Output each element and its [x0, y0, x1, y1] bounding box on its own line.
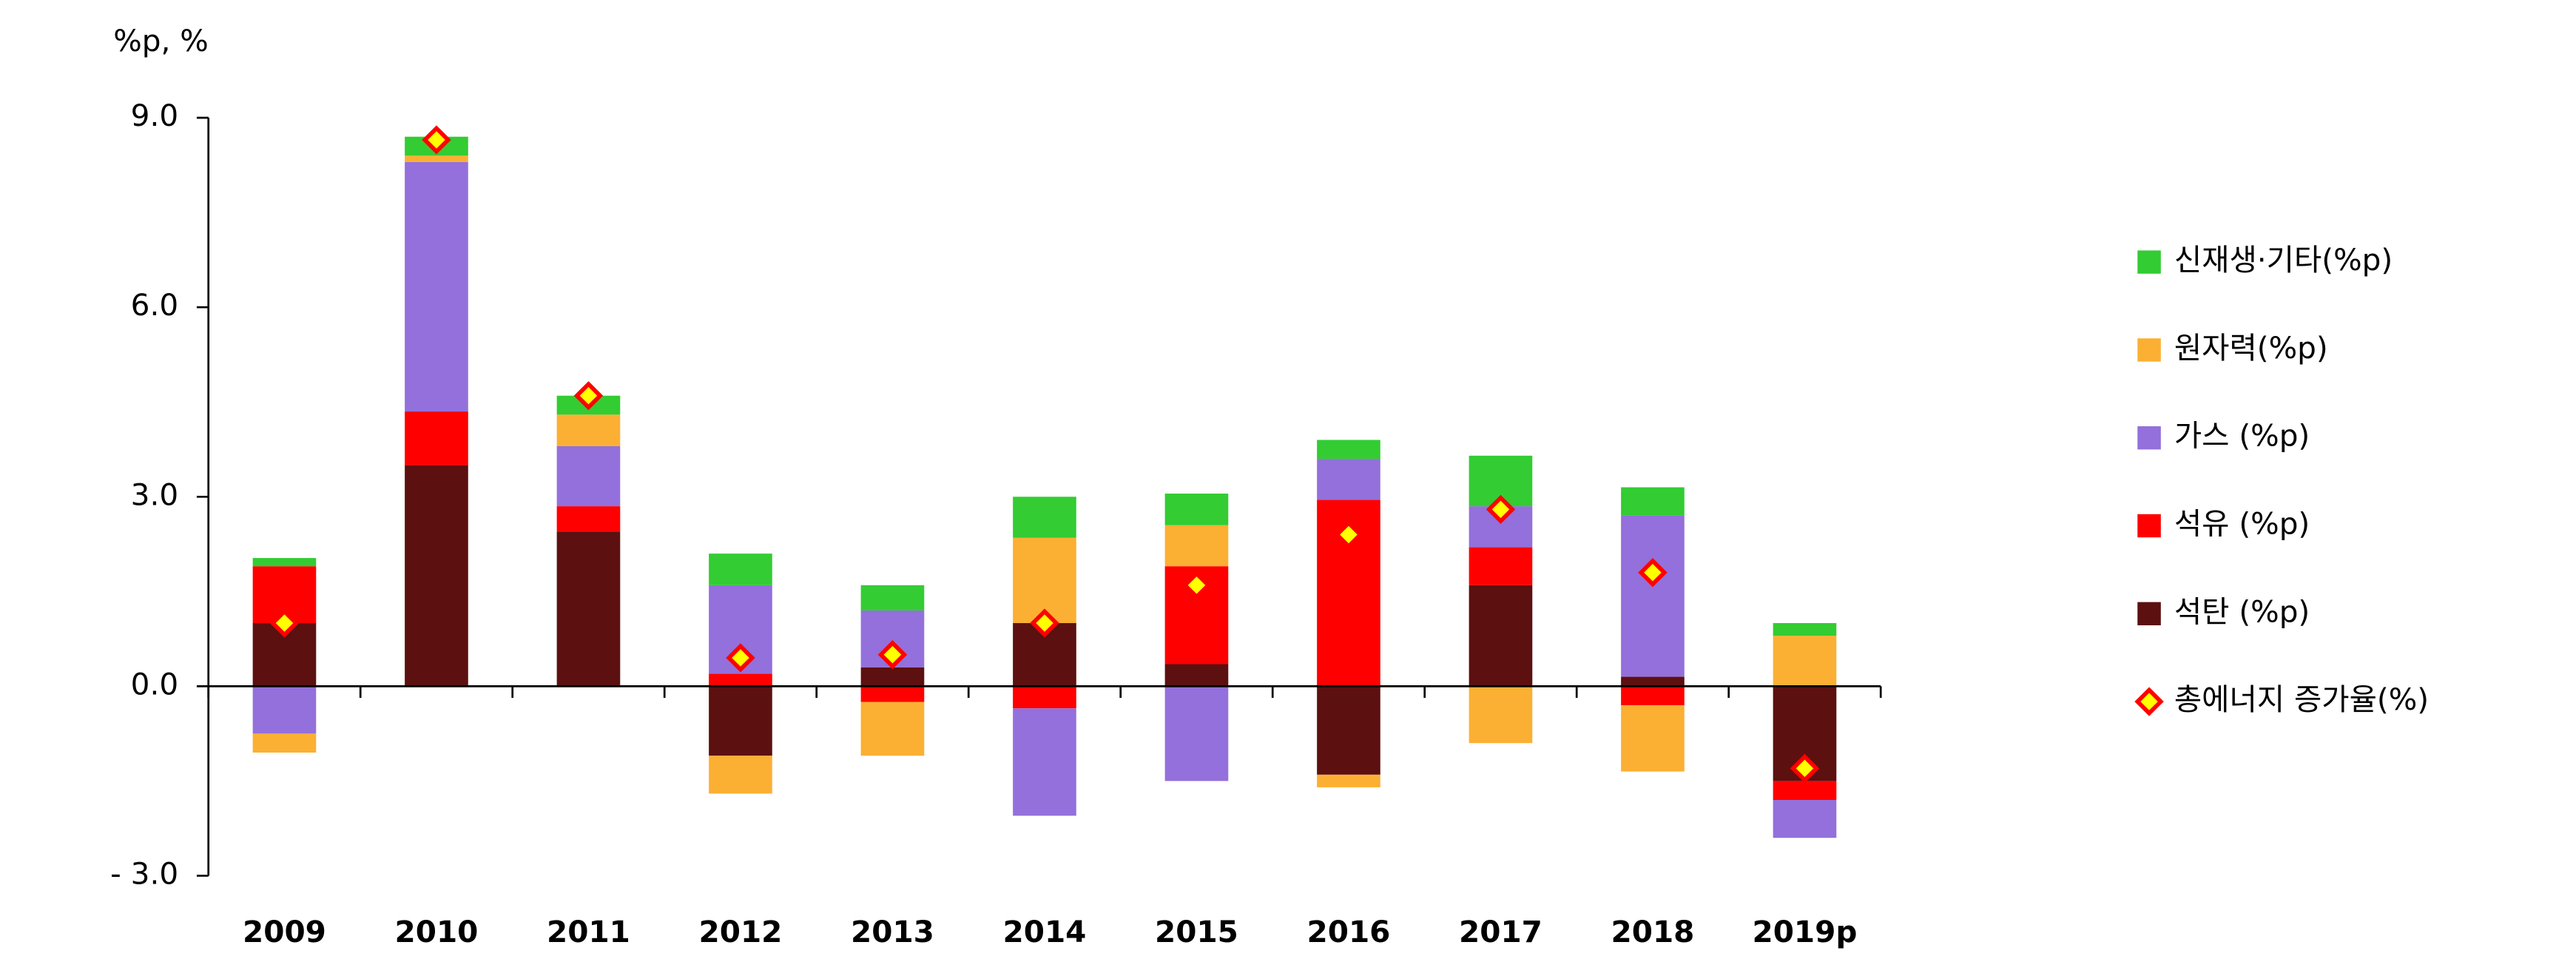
bar-segment: [1621, 686, 1685, 705]
bar-segment: [709, 673, 772, 687]
legend-marker: [2134, 687, 2164, 716]
bar-segment: [1317, 459, 1380, 500]
total-marker: [1486, 494, 1516, 525]
total-marker: [1181, 571, 1212, 600]
bar-segment: [1013, 708, 1076, 816]
bar-segment: [252, 686, 317, 734]
bar-segment: [709, 554, 772, 585]
bar-segment: [1621, 704, 1685, 772]
bar-segment: [1317, 686, 1380, 775]
legend-label: 석탄 (%p): [2174, 593, 2310, 629]
bar-segment: [860, 585, 925, 610]
bar-segment: [1013, 686, 1076, 709]
bar-segment: [709, 756, 772, 794]
y-tick-label: 0.0: [131, 666, 178, 702]
legend-swatch: [2137, 602, 2161, 625]
y-axis-label: %p, %: [113, 23, 209, 58]
y-tick-label: 3.0: [131, 477, 178, 512]
total-marker: [1638, 558, 1668, 588]
y-tick-label: 9.0: [131, 98, 178, 133]
y-tick-label: 6.0: [131, 287, 178, 323]
x-tick-label: 2013: [851, 914, 934, 949]
legend-label: 가스 (%p): [2174, 418, 2310, 454]
x-tick-label: 2019p: [1753, 914, 1858, 949]
bar-segment: [1164, 664, 1229, 687]
bar-segment: [1621, 676, 1685, 687]
bar-segment: [556, 506, 621, 532]
bar-segment: [1469, 547, 1533, 585]
bar-segment: [1621, 515, 1685, 677]
total-marker: [573, 381, 604, 411]
bar-segment: [1164, 494, 1229, 525]
legend-label: 원자력(%p): [2174, 330, 2328, 366]
bar-segment: [1773, 781, 1837, 801]
legend-swatch: [2137, 250, 2161, 274]
bar-segment: [1469, 686, 1533, 744]
legend-swatch: [2137, 426, 2161, 450]
x-tick-label: 2012: [699, 914, 783, 949]
bar-segment: [405, 411, 468, 465]
y-tick-label: - 3.0: [110, 856, 178, 892]
total-marker: [269, 608, 300, 638]
bar-segment: [1773, 800, 1837, 838]
bar-segment: [1013, 497, 1076, 538]
total-marker: [1334, 519, 1363, 550]
bar-segment: [860, 702, 925, 756]
bar-segment: [405, 155, 468, 162]
bar-segment: [1469, 585, 1533, 687]
bar-segment: [1773, 623, 1837, 636]
legend-label: 신재생·기타(%p): [2174, 242, 2393, 278]
bar-segment: [860, 667, 925, 687]
legend-swatch: [2137, 338, 2161, 362]
total-marker: [1790, 753, 1820, 783]
total-marker: [877, 640, 908, 670]
total-marker: [726, 643, 755, 673]
bar-segment: [1317, 440, 1380, 460]
total-marker: [1030, 608, 1059, 638]
bar-segment: [709, 686, 772, 756]
x-tick-label: 2015: [1155, 914, 1238, 949]
x-tick-label: 2010: [395, 914, 479, 949]
bar-segment: [860, 686, 925, 702]
bar-segment: [1164, 686, 1229, 781]
bar-segment: [556, 531, 621, 687]
bar-segment: [1164, 525, 1229, 567]
bar-segment: [1317, 774, 1380, 787]
x-tick-label: 2017: [1459, 914, 1542, 949]
bar-segment: [556, 414, 621, 447]
bar-segment: [1773, 636, 1837, 687]
x-tick-label: 2018: [1611, 914, 1695, 949]
bar-segment: [1621, 487, 1685, 516]
bar-segment: [405, 465, 468, 687]
legend-label: 총에너지 증가율(%): [2174, 682, 2429, 717]
bar-segment: [252, 733, 317, 753]
bar-segment: [252, 558, 317, 567]
x-tick-label: 2011: [547, 914, 630, 949]
total-marker: [422, 125, 451, 155]
legend-swatch: [2137, 514, 2161, 538]
bar-segment: [556, 446, 621, 507]
x-tick-label: 2016: [1307, 914, 1391, 949]
x-tick-label: 2014: [1003, 914, 1087, 949]
x-tick-label: 2009: [243, 914, 326, 949]
bar-segment: [405, 161, 468, 412]
legend-label: 석유 (%p): [2174, 506, 2310, 542]
